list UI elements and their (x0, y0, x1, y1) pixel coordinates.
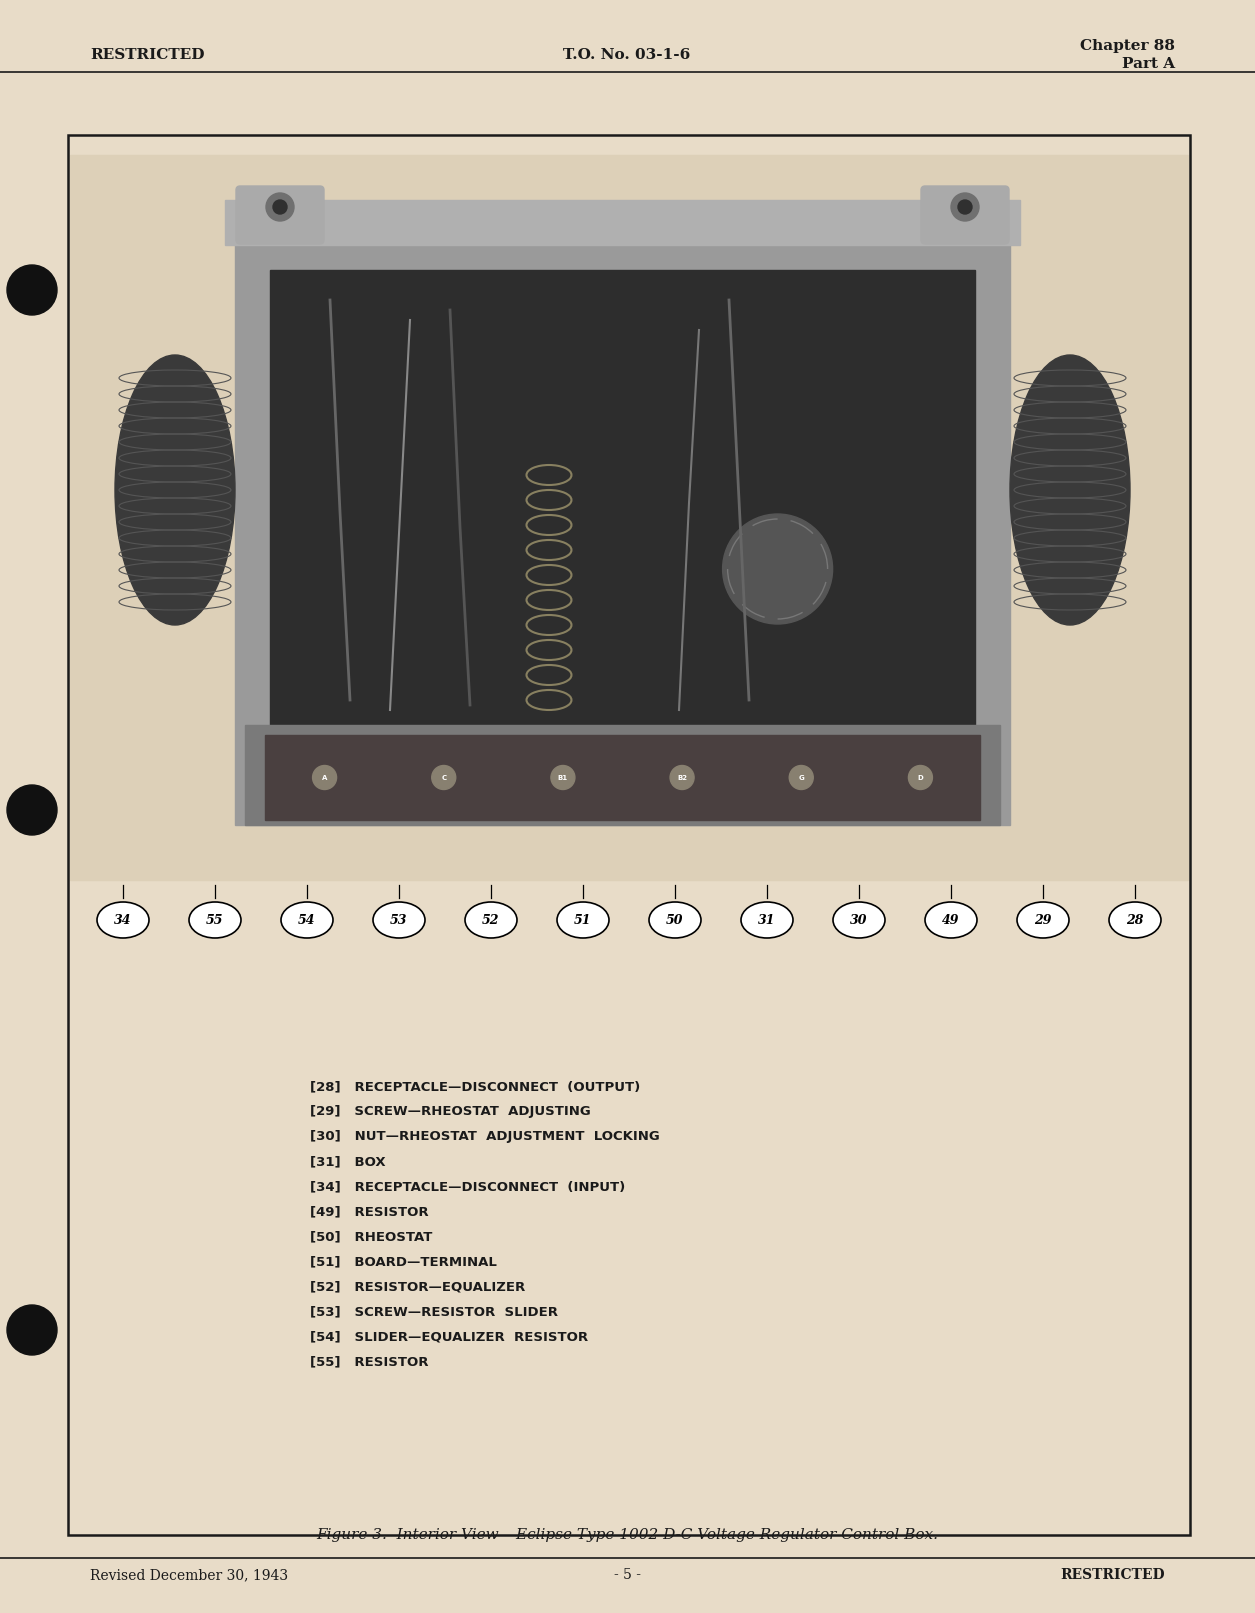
Text: [51]   BOARD—TERMINAL: [51] BOARD—TERMINAL (310, 1255, 497, 1268)
Text: B2: B2 (678, 774, 686, 781)
Text: [49]   RESISTOR: [49] RESISTOR (310, 1205, 429, 1218)
Text: [54]   SLIDER—EQUALIZER  RESISTOR: [54] SLIDER—EQUALIZER RESISTOR (310, 1331, 589, 1344)
Circle shape (266, 194, 294, 221)
Text: Figure 3.  Interior View – Eclipse Type 1002 D-C Voltage Regulator Control Box.: Figure 3. Interior View – Eclipse Type 1… (316, 1528, 937, 1542)
Ellipse shape (925, 902, 976, 939)
Bar (265, 736, 980, 819)
Text: [31]   BOX: [31] BOX (310, 1155, 385, 1168)
Text: 49: 49 (943, 913, 960, 926)
Text: 28: 28 (1126, 913, 1143, 926)
Text: Part A: Part A (1122, 56, 1175, 71)
Circle shape (723, 515, 832, 624)
Text: D: D (917, 774, 924, 781)
Ellipse shape (373, 902, 425, 939)
Text: 34: 34 (114, 913, 132, 926)
Ellipse shape (649, 902, 702, 939)
Text: RESTRICTED: RESTRICTED (90, 48, 205, 61)
Ellipse shape (740, 902, 793, 939)
Text: 50: 50 (666, 913, 684, 926)
Bar (68, 135, 1190, 1536)
Text: [34]   RECEPTACLE—DISCONNECT  (INPUT): [34] RECEPTACLE—DISCONNECT (INPUT) (310, 1181, 625, 1194)
Text: G: G (798, 774, 804, 781)
Circle shape (958, 200, 973, 215)
Ellipse shape (557, 902, 609, 939)
Ellipse shape (115, 355, 235, 624)
Text: [50]   RHEOSTAT: [50] RHEOSTAT (310, 1231, 433, 1244)
Text: [55]   RESISTOR: [55] RESISTOR (310, 1355, 428, 1368)
Circle shape (8, 786, 56, 836)
Text: 55: 55 (206, 913, 223, 926)
Text: 31: 31 (758, 913, 776, 926)
Text: T.O. No. 03-1-6: T.O. No. 03-1-6 (563, 48, 690, 61)
Text: 54: 54 (299, 913, 316, 926)
Bar (70, 155, 1188, 881)
Text: 52: 52 (482, 913, 499, 926)
Circle shape (432, 766, 456, 789)
Ellipse shape (1017, 902, 1069, 939)
Ellipse shape (190, 902, 241, 939)
Text: Revised December 30, 1943: Revised December 30, 1943 (90, 1568, 289, 1582)
FancyBboxPatch shape (921, 185, 1009, 244)
FancyBboxPatch shape (236, 185, 324, 244)
Text: 51: 51 (575, 913, 592, 926)
Ellipse shape (1010, 355, 1130, 624)
Circle shape (670, 766, 694, 789)
Ellipse shape (97, 902, 149, 939)
Circle shape (909, 766, 932, 789)
Text: [52]   RESISTOR—EQUALIZER: [52] RESISTOR—EQUALIZER (310, 1281, 526, 1294)
Text: [28]   RECEPTACLE—DISCONNECT  (OUTPUT): [28] RECEPTACLE—DISCONNECT (OUTPUT) (310, 1081, 640, 1094)
Circle shape (951, 194, 979, 221)
Bar (225, 200, 1020, 245)
Circle shape (789, 766, 813, 789)
Circle shape (8, 265, 56, 315)
Circle shape (8, 1305, 56, 1355)
Ellipse shape (833, 902, 885, 939)
Bar (270, 269, 975, 731)
Text: A: A (321, 774, 328, 781)
Ellipse shape (466, 902, 517, 939)
Circle shape (551, 766, 575, 789)
Text: 53: 53 (390, 913, 408, 926)
Ellipse shape (281, 902, 333, 939)
Bar (245, 724, 1000, 824)
Circle shape (312, 766, 336, 789)
Text: 30: 30 (850, 913, 867, 926)
Text: Chapter 88: Chapter 88 (1081, 39, 1175, 53)
Circle shape (274, 200, 287, 215)
Text: [29]   SCREW—RHEOSTAT  ADJUSTING: [29] SCREW—RHEOSTAT ADJUSTING (310, 1105, 591, 1118)
Text: B1: B1 (558, 774, 569, 781)
Text: 29: 29 (1034, 913, 1052, 926)
Text: [30]   NUT—RHEOSTAT  ADJUSTMENT  LOCKING: [30] NUT—RHEOSTAT ADJUSTMENT LOCKING (310, 1131, 660, 1144)
Ellipse shape (1109, 902, 1161, 939)
Text: RESTRICTED: RESTRICTED (1060, 1568, 1165, 1582)
Text: - 5 -: - 5 - (614, 1568, 640, 1582)
Bar (235, 215, 1010, 824)
Text: [53]   SCREW—RESISTOR  SLIDER: [53] SCREW—RESISTOR SLIDER (310, 1305, 558, 1318)
Text: C: C (442, 774, 447, 781)
